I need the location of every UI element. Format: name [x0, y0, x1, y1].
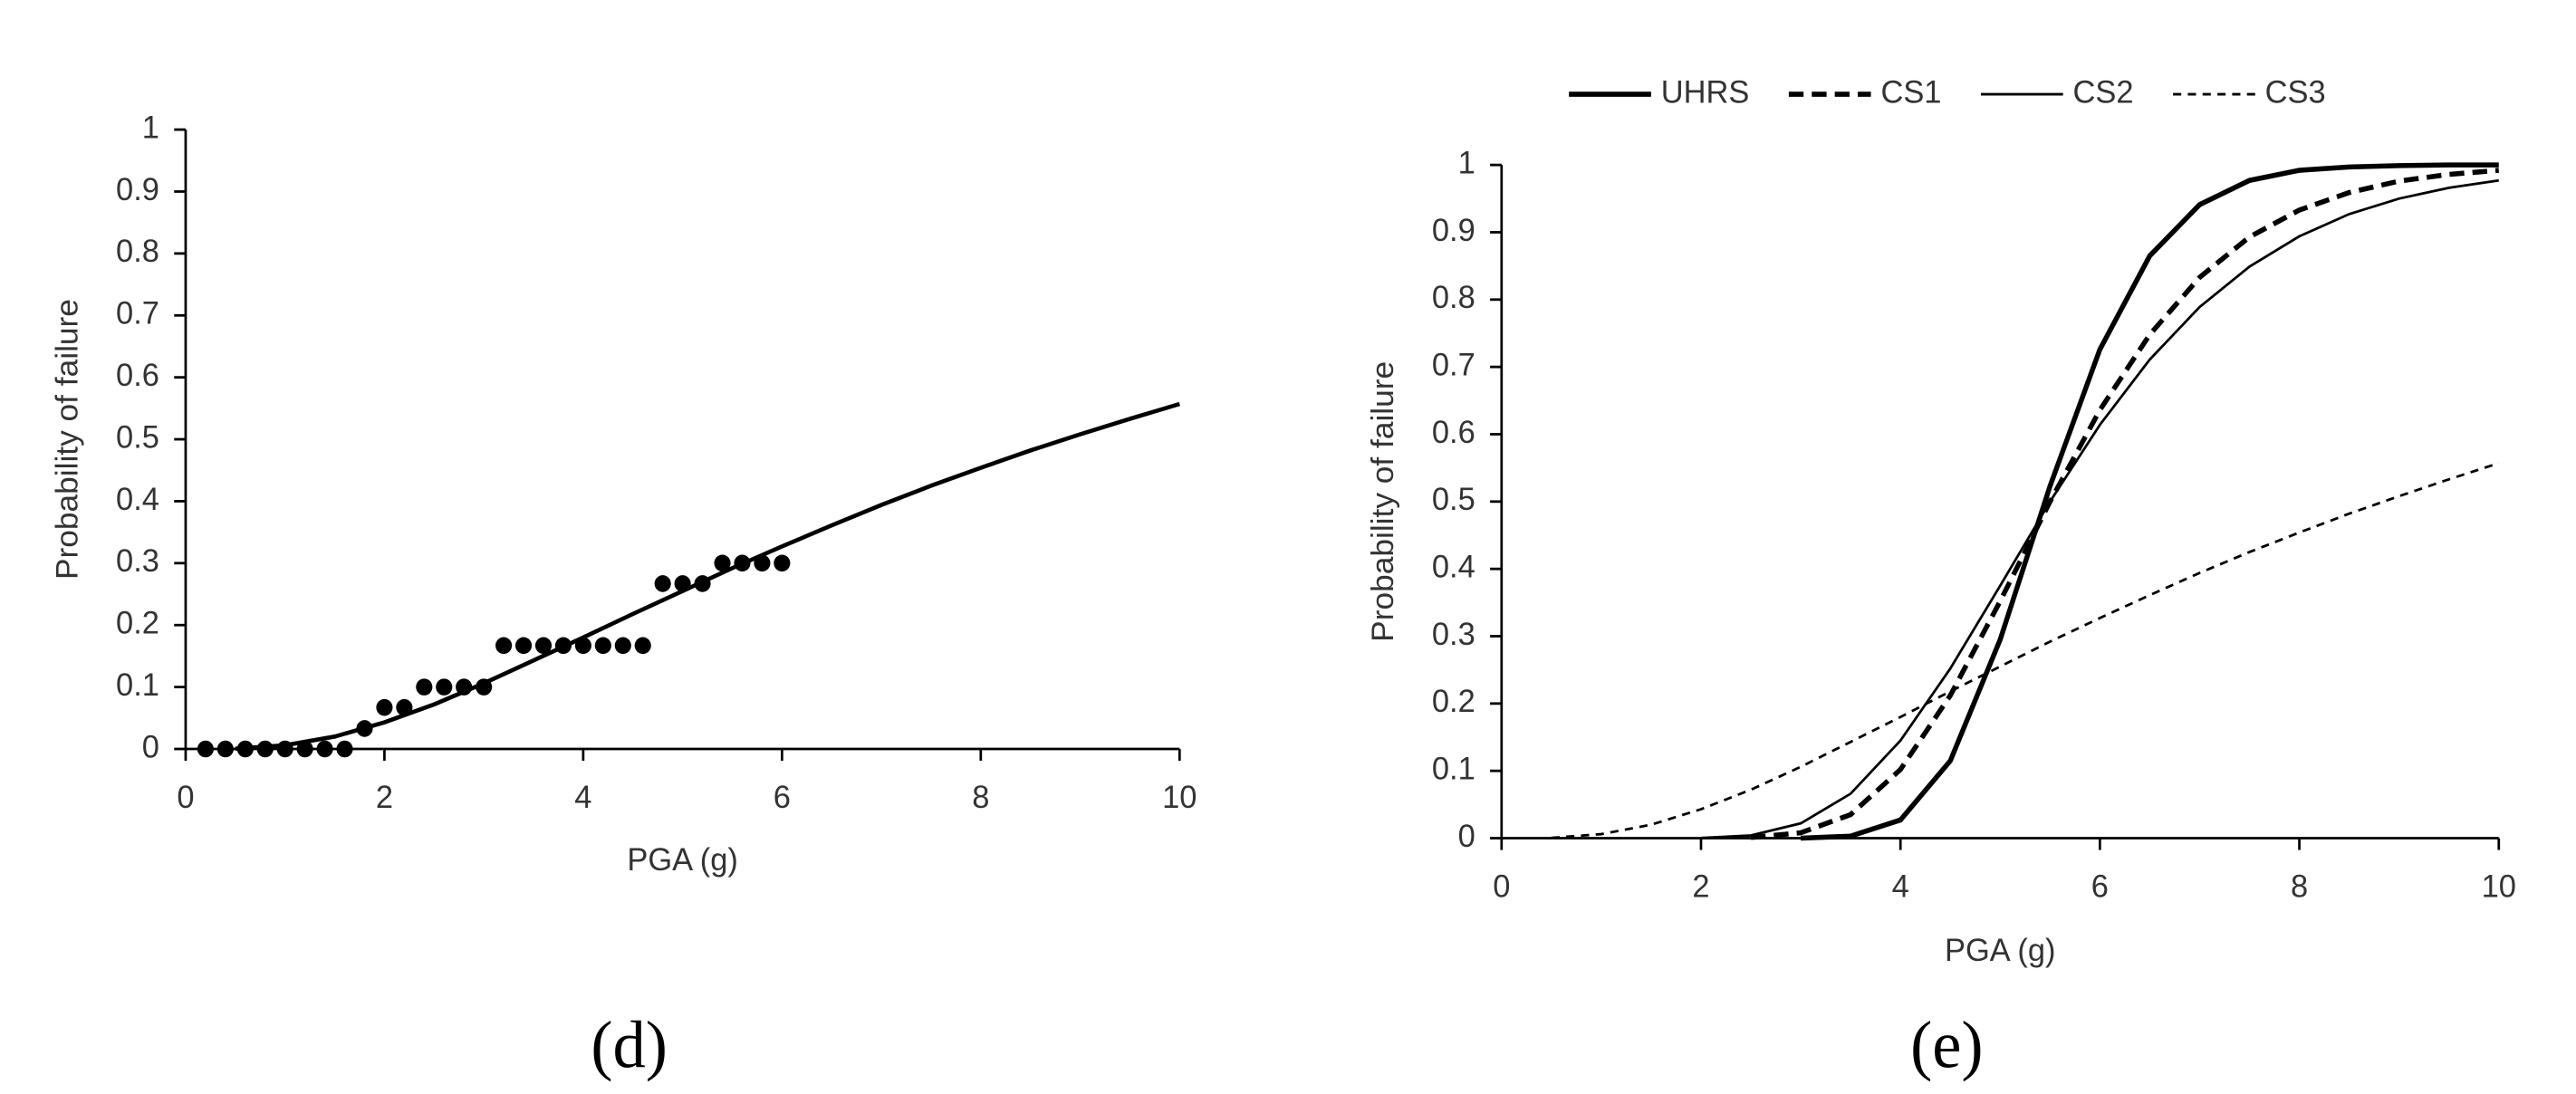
x-tick-label: 10	[1162, 780, 1197, 815]
series-line	[1750, 168, 2499, 840]
y-tick-label: 1	[1458, 145, 1475, 180]
y-tick-label: 0.6	[1432, 414, 1475, 449]
data-point	[197, 740, 214, 758]
y-tick-label: 0.5	[1432, 482, 1475, 517]
series-line	[235, 401, 1180, 751]
legend-label: CS2	[2073, 74, 2134, 110]
series-line	[1800, 162, 2499, 841]
panel-label: (e)	[1910, 1008, 1984, 1082]
data-point	[614, 637, 631, 655]
data-point	[654, 575, 671, 592]
data-point	[376, 698, 393, 716]
y-tick-label: 0.2	[116, 605, 159, 640]
x-axis-title: PGA (g)	[627, 841, 738, 877]
x-axis-title: PGA (g)	[1945, 933, 2056, 968]
y-tick-label: 0.4	[1432, 549, 1475, 584]
x-tick-label: 6	[774, 780, 791, 815]
x-tick-label: 0	[1493, 868, 1510, 904]
y-tick-label: 0.8	[116, 234, 159, 269]
data-point	[514, 637, 533, 655]
y-tick-label: 0.9	[116, 171, 159, 206]
y-tick-label: 0.3	[116, 543, 159, 579]
data-point	[436, 678, 453, 696]
x-tick-label: 8	[972, 780, 989, 815]
data-point	[316, 740, 333, 758]
x-tick-label: 2	[1692, 868, 1709, 904]
data-point	[495, 637, 513, 655]
y-tick-label: 0.7	[116, 295, 159, 331]
data-point	[774, 554, 791, 572]
y-tick-label: 0.5	[116, 419, 159, 455]
data-point	[216, 740, 234, 758]
legend-label: UHRS	[1661, 74, 1750, 110]
data-point	[336, 740, 353, 758]
x-tick-label: 4	[574, 780, 591, 815]
y-axis-title: Probability of failure	[1365, 361, 1400, 642]
x-tick-label: 0	[177, 780, 194, 815]
legend-label: CS3	[2265, 74, 2326, 110]
y-tick-label: 0.3	[1432, 616, 1475, 651]
series-line	[1551, 462, 2500, 840]
data-point	[534, 637, 553, 655]
y-tick-label: 0.2	[1432, 684, 1475, 719]
y-tick-label: 0.1	[1432, 751, 1475, 786]
y-tick-label: 0	[142, 729, 159, 764]
data-point	[416, 678, 433, 696]
data-point	[594, 637, 611, 655]
y-tick-label: 0.1	[116, 667, 159, 703]
y-tick-label: 0.6	[116, 358, 159, 393]
y-axis-title: Probability of failure	[50, 299, 85, 580]
y-tick-label: 0.7	[1432, 347, 1475, 382]
x-tick-label: 10	[2482, 868, 2516, 904]
y-tick-label: 1	[142, 110, 159, 145]
y-tick-label: 0	[1458, 818, 1475, 853]
data-point	[714, 554, 731, 572]
x-tick-label: 2	[376, 780, 393, 815]
x-tick-label: 4	[1892, 868, 1909, 904]
panel-label: (d)	[591, 1008, 668, 1082]
y-tick-label: 0.9	[1432, 212, 1475, 247]
x-tick-label: 8	[2291, 868, 2308, 904]
x-tick-label: 6	[2091, 868, 2109, 904]
y-tick-label: 0.4	[116, 481, 159, 516]
y-tick-label: 0.8	[1432, 280, 1475, 315]
series-line	[1700, 178, 2499, 840]
legend-label: CS1	[1880, 74, 1941, 110]
data-point	[634, 637, 651, 655]
data-point	[296, 740, 313, 758]
